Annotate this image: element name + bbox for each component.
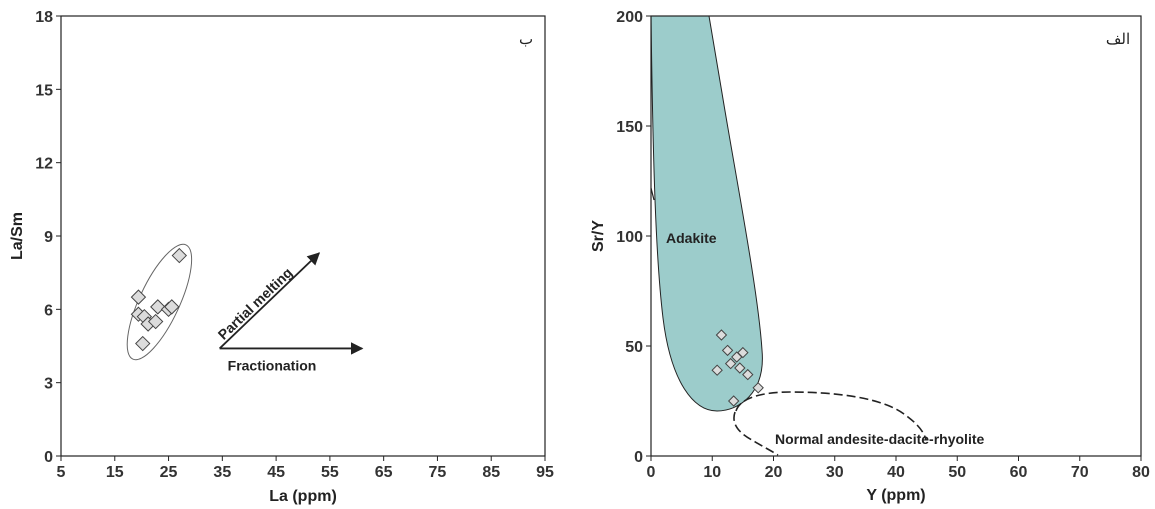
right-x-tick-label: 10 xyxy=(703,464,721,481)
right-data-point xyxy=(721,344,734,357)
right-data-point xyxy=(727,395,740,407)
left-x-axis-title: La (ppm) xyxy=(269,488,337,505)
right-data-point xyxy=(752,382,764,394)
left-x-tick-label: 95 xyxy=(536,464,554,481)
right-y-axis-title: Sr/Y xyxy=(590,220,607,252)
normal-andesite-dacite-rhyolite-field xyxy=(733,391,927,456)
partial-melting-arrow xyxy=(219,252,321,350)
right-x-tick-label: 80 xyxy=(1132,464,1150,481)
right-y-tick-label: 0 xyxy=(634,449,643,466)
right-y-tick-label: 50 xyxy=(625,339,643,356)
left-x-tick-label: 75 xyxy=(429,464,447,481)
right-x-tick-label: 70 xyxy=(1071,464,1089,481)
right-data-point xyxy=(737,346,749,359)
right-x-tick-label: 30 xyxy=(826,464,844,481)
right-x-tick-label: 40 xyxy=(887,464,905,481)
right-panel-label: الف xyxy=(1106,31,1130,48)
left-arrows: Partial melting Fractionation xyxy=(215,252,364,373)
left-y-tick-label: 3 xyxy=(44,376,53,393)
right-panel: 0 10 20 30 40 50 60 70 80 0 50 100 150 200 Adakite No… xyxy=(590,9,1150,504)
right-x-tick-label: 50 xyxy=(948,464,966,481)
left-x-tick-label: 35 xyxy=(213,464,231,481)
right-y-tick-label: 150 xyxy=(616,119,643,136)
right-data-point xyxy=(711,364,723,376)
left-x-tick-label: 65 xyxy=(375,464,393,481)
right-data-point xyxy=(742,368,754,381)
right-ticks: 0 10 20 30 40 50 60 70 80 0 50 100 150 200 xyxy=(616,9,1150,481)
left-panel-label: ب xyxy=(519,31,533,48)
right-y-tick-label: 200 xyxy=(616,9,643,26)
left-points xyxy=(130,247,188,352)
left-x-tick-label: 45 xyxy=(267,464,285,481)
fractionation-label: Fractionation xyxy=(228,357,317,373)
left-data-point xyxy=(135,335,151,352)
left-panel: 5 15 25 35 45 55 65 75 85 95 0 3 6 9 12 15 18 Partial me… xyxy=(9,9,554,505)
left-y-tick-label: 9 xyxy=(44,229,53,246)
left-x-tick-label: 55 xyxy=(321,464,339,481)
left-y-tick-label: 18 xyxy=(35,9,53,26)
right-y-tick-label: 100 xyxy=(616,229,643,246)
right-x-tick-label: 20 xyxy=(765,464,783,481)
left-data-point xyxy=(130,289,147,305)
left-x-tick-label: 85 xyxy=(482,464,500,481)
partial-melting-label: Partial melting xyxy=(215,264,296,342)
left-y-tick-label: 12 xyxy=(35,156,53,173)
right-x-tick-label: 0 xyxy=(647,464,656,481)
left-y-axis-title: La/Sm xyxy=(9,212,26,260)
left-data-point xyxy=(147,313,164,330)
left-x-tick-label: 15 xyxy=(106,464,124,481)
right-x-tick-label: 60 xyxy=(1010,464,1028,481)
right-data-point xyxy=(715,329,728,341)
adakite-field xyxy=(651,16,763,412)
right-data-point xyxy=(724,357,737,370)
left-data-point xyxy=(150,299,166,315)
left-data-point xyxy=(164,299,180,315)
left-y-tick-label: 15 xyxy=(35,82,53,99)
left-plot-frame xyxy=(60,15,546,457)
right-data-point xyxy=(734,362,746,374)
left-ticks: 5 15 25 35 45 55 65 75 85 95 0 3 6 9 12 15 18 xyxy=(35,9,554,481)
right-x-axis-title: Y (ppm) xyxy=(866,487,925,504)
right-points xyxy=(711,329,764,407)
left-x-tick-label: 25 xyxy=(160,464,178,481)
left-y-tick-label: 0 xyxy=(44,449,53,466)
adakite-label: Adakite xyxy=(666,230,717,246)
left-y-tick-label: 6 xyxy=(44,302,53,319)
normal-field-label: Normal andesite-dacite-rhyolite xyxy=(775,431,984,447)
left-x-tick-label: 5 xyxy=(57,464,66,481)
left-data-point xyxy=(171,247,188,264)
